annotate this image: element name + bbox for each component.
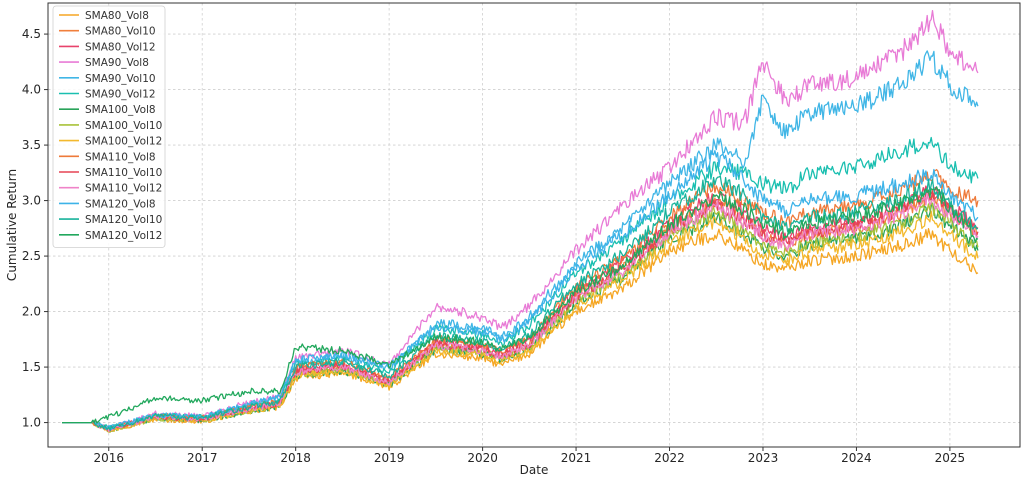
- y-axis-title: Cumulative Return: [5, 169, 19, 281]
- x-tick-label: 2023: [748, 451, 779, 465]
- legend-label: SMA120_Vol10: [85, 214, 162, 226]
- legend-box: [52, 5, 166, 248]
- series-line-sma120-vol8: [62, 150, 979, 431]
- x-tick-label: 2018: [280, 451, 311, 465]
- legend-label: SMA80_Vol10: [85, 26, 156, 38]
- legend-label: SMA110_Vol12: [85, 183, 162, 195]
- x-tick-label: 2024: [841, 451, 872, 465]
- y-tick-label: 1.5: [22, 360, 41, 374]
- series-line-sma90-vol12: [62, 136, 979, 431]
- legend-label: SMA80_Vol8: [85, 10, 149, 22]
- x-tick-label: 2021: [561, 451, 592, 465]
- legend-label: SMA80_Vol12: [85, 41, 156, 53]
- series-line-sma80-vol12: [62, 185, 979, 431]
- x-tick-label: 2017: [187, 451, 218, 465]
- y-tick-label: 3.0: [22, 194, 41, 208]
- y-tick-label: 3.5: [22, 138, 41, 152]
- legend-label: SMA110_Vol8: [85, 151, 156, 163]
- legend-label: SMA120_Vol8: [85, 198, 156, 210]
- series-line-sma100-vol10: [62, 200, 979, 433]
- series-line-sma90-vol10: [62, 50, 979, 431]
- y-tick-label: 4.5: [22, 27, 41, 41]
- legend-label: SMA100_Vol8: [85, 104, 156, 116]
- y-tick-label: 1.0: [22, 416, 41, 430]
- series-line-sma120-vol12: [62, 186, 979, 424]
- series-line-sma100-vol8: [62, 202, 979, 433]
- x-tick-label: 2016: [93, 451, 124, 465]
- legend-label: SMA110_Vol10: [85, 167, 162, 179]
- axis-ticks: 2016 2017 2018 2019 2020 2021 2022 2023 2024 2025…: [22, 27, 965, 465]
- series-line-sma100-vol12: [62, 210, 979, 433]
- legend: SMA80_Vol8 SMA80_Vol10 SMA80_Vol12 SMA90_Vo…: [52, 5, 166, 248]
- y-tick-label: 2.5: [22, 249, 41, 263]
- legend-label: SMA90_Vol8: [85, 57, 149, 69]
- legend-label: SMA90_Vol12: [85, 89, 156, 101]
- series-lines: [62, 9, 979, 433]
- series-line-sma120-vol10: [62, 175, 979, 432]
- plot-frame: [47, 2, 1021, 448]
- series-line-sma110-vol10: [62, 190, 979, 432]
- legend-label: SMA120_Vol12: [85, 230, 162, 242]
- x-tick-label: 2019: [374, 451, 405, 465]
- x-tick-label: 2025: [935, 451, 966, 465]
- x-tick-label: 2020: [467, 451, 498, 465]
- y-tick-label: 4.0: [22, 83, 41, 97]
- y-tick-label: 2.0: [22, 305, 41, 319]
- legend-label: SMA100_Vol12: [85, 136, 162, 148]
- x-tick-label: 2022: [654, 451, 685, 465]
- legend-label: SMA100_Vol10: [85, 120, 162, 132]
- legend-label: SMA90_Vol10: [85, 73, 156, 85]
- x-axis-title: Date: [520, 463, 549, 477]
